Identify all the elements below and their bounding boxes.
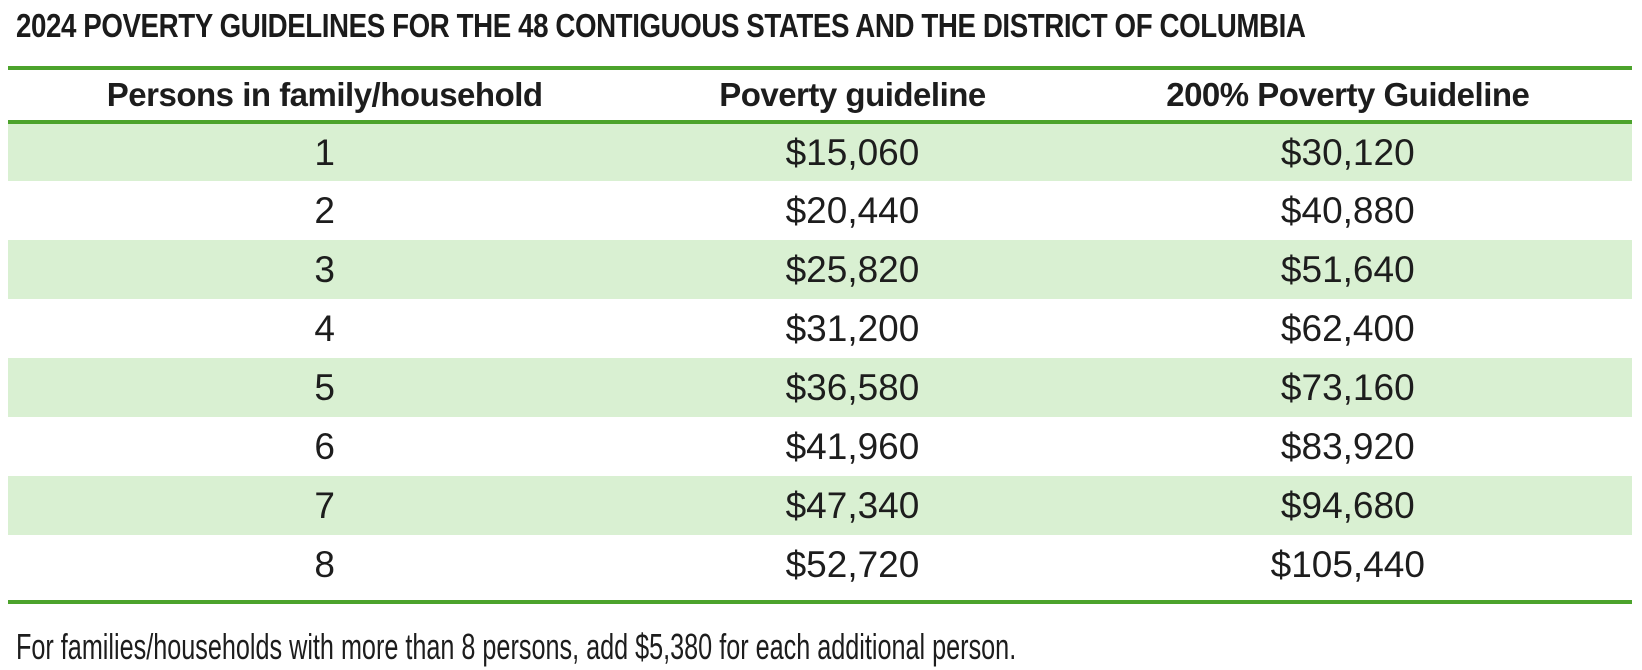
table-row: 7 $47,340 $94,680 (8, 476, 1632, 535)
column-header-persons: Persons in family/household (8, 70, 642, 124)
table-row: 3 $25,820 $51,640 (8, 240, 1632, 299)
table-row: 2 $20,440 $40,880 (8, 181, 1632, 240)
cell-poverty-guideline: $25,820 (785, 248, 920, 290)
bottom-rule (8, 600, 1632, 604)
footnote: For families/households with more than 8… (16, 626, 1017, 667)
table-row: 6 $41,960 $83,920 (8, 417, 1632, 476)
column-header-poverty-guideline: Poverty guideline (641, 70, 1064, 124)
cell-poverty-guideline: $15,060 (785, 131, 920, 173)
cell-200-poverty-guideline: $73,160 (1280, 366, 1415, 408)
table-row: 5 $36,580 $73,160 (8, 358, 1632, 417)
cell-200-poverty-guideline: $62,400 (1280, 307, 1415, 349)
cell-persons: 4 (314, 307, 335, 349)
cell-persons: 8 (314, 543, 335, 585)
cell-200-poverty-guideline: $83,920 (1280, 425, 1415, 467)
cell-poverty-guideline: $31,200 (785, 307, 920, 349)
table-row: 8 $52,720 $105,440 (8, 535, 1632, 594)
cell-poverty-guideline: $47,340 (785, 484, 920, 526)
cell-200-poverty-guideline: $94,680 (1280, 484, 1415, 526)
cell-persons: 5 (314, 366, 335, 408)
cell-persons: 3 (314, 248, 335, 290)
cell-200-poverty-guideline: $40,880 (1280, 189, 1415, 231)
cell-poverty-guideline: $36,580 (785, 366, 920, 408)
cell-200-poverty-guideline: $51,640 (1280, 248, 1415, 290)
cell-persons: 2 (314, 189, 335, 231)
table-body: 1 $15,060 $30,120 2 $20,440 $40,880 3 $25,820 $5… (8, 122, 1632, 594)
table-row: 1 $15,060 $30,120 (8, 122, 1632, 181)
guidelines-table: Persons in family/household Poverty guide… (8, 70, 1632, 594)
cell-200-poverty-guideline: $30,120 (1280, 131, 1415, 173)
header-row: Persons in family/household Poverty guide… (8, 70, 1632, 124)
cell-poverty-guideline: $20,440 (785, 189, 920, 231)
column-header-200-poverty-guideline: 200% Poverty Guideline (1063, 70, 1632, 124)
cell-persons: 6 (314, 425, 335, 467)
table-header: Persons in family/household Poverty guide… (8, 70, 1632, 124)
cell-200-poverty-guideline: $105,440 (1270, 543, 1425, 585)
table-row: 4 $31,200 $62,400 (8, 299, 1632, 358)
cell-poverty-guideline: $41,960 (785, 425, 920, 467)
cell-poverty-guideline: $52,720 (785, 543, 920, 585)
top-rule (8, 66, 1632, 70)
cell-persons: 7 (314, 484, 335, 526)
page-title: 2024 POVERTY GUIDELINES FOR THE 48 CONTI… (16, 7, 1306, 44)
cell-persons: 1 (314, 131, 335, 173)
